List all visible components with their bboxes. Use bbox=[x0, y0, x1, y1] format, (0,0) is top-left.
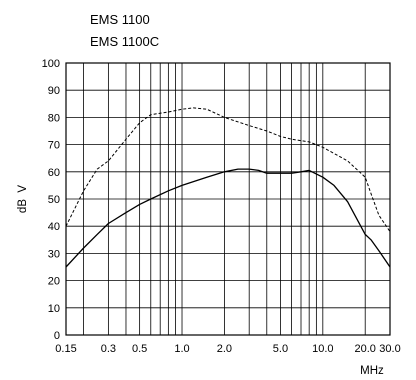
series-line-dashed bbox=[65, 107, 391, 232]
y-tick-label: 50 bbox=[48, 194, 60, 206]
y-tick-label: 40 bbox=[48, 221, 60, 233]
chart-title-line-1: EMS 1100 bbox=[90, 12, 150, 27]
series-lines bbox=[65, 107, 391, 268]
plot-frame bbox=[65, 62, 391, 336]
y-tick-label: 90 bbox=[48, 85, 60, 97]
y-tick-label: 100 bbox=[42, 58, 60, 70]
y-tick-label: 10 bbox=[48, 303, 60, 315]
y-tick-labels: 0 10 20 30 40 50 60 70 80 90 100 bbox=[42, 58, 60, 342]
x-tick-label: 1.0 bbox=[174, 343, 189, 355]
y-tick-label: 0 bbox=[54, 330, 60, 342]
x-tick-label: 30.0 bbox=[379, 343, 400, 355]
y-tick-label: 70 bbox=[48, 140, 60, 152]
x-tick-label: 10.0 bbox=[312, 343, 333, 355]
y-tick-label: 60 bbox=[48, 167, 60, 179]
x-tick-label: 0.5 bbox=[132, 343, 147, 355]
x-axis-label: MHz bbox=[360, 365, 384, 377]
x-tick-labels: 0.15 0.3 0.5 1.0 2.0 5.0 10.0 20.0 30.0 bbox=[55, 343, 400, 355]
gridlines bbox=[65, 62, 391, 336]
x-tick-label: 20.0 bbox=[354, 343, 375, 355]
chart-title-line-2: EMS 1100C bbox=[90, 34, 159, 49]
x-tick-label: 2.0 bbox=[217, 343, 232, 355]
y-axis-label: dB V bbox=[17, 185, 29, 213]
y-tick-label: 20 bbox=[48, 276, 60, 288]
x-tick-label: 0.3 bbox=[101, 343, 116, 355]
x-tick-label: 5.0 bbox=[273, 343, 288, 355]
series-line-solid bbox=[65, 168, 391, 268]
y-tick-label: 80 bbox=[48, 112, 60, 124]
x-tick-label: 0.15 bbox=[55, 343, 76, 355]
y-tick-label: 30 bbox=[48, 248, 60, 260]
